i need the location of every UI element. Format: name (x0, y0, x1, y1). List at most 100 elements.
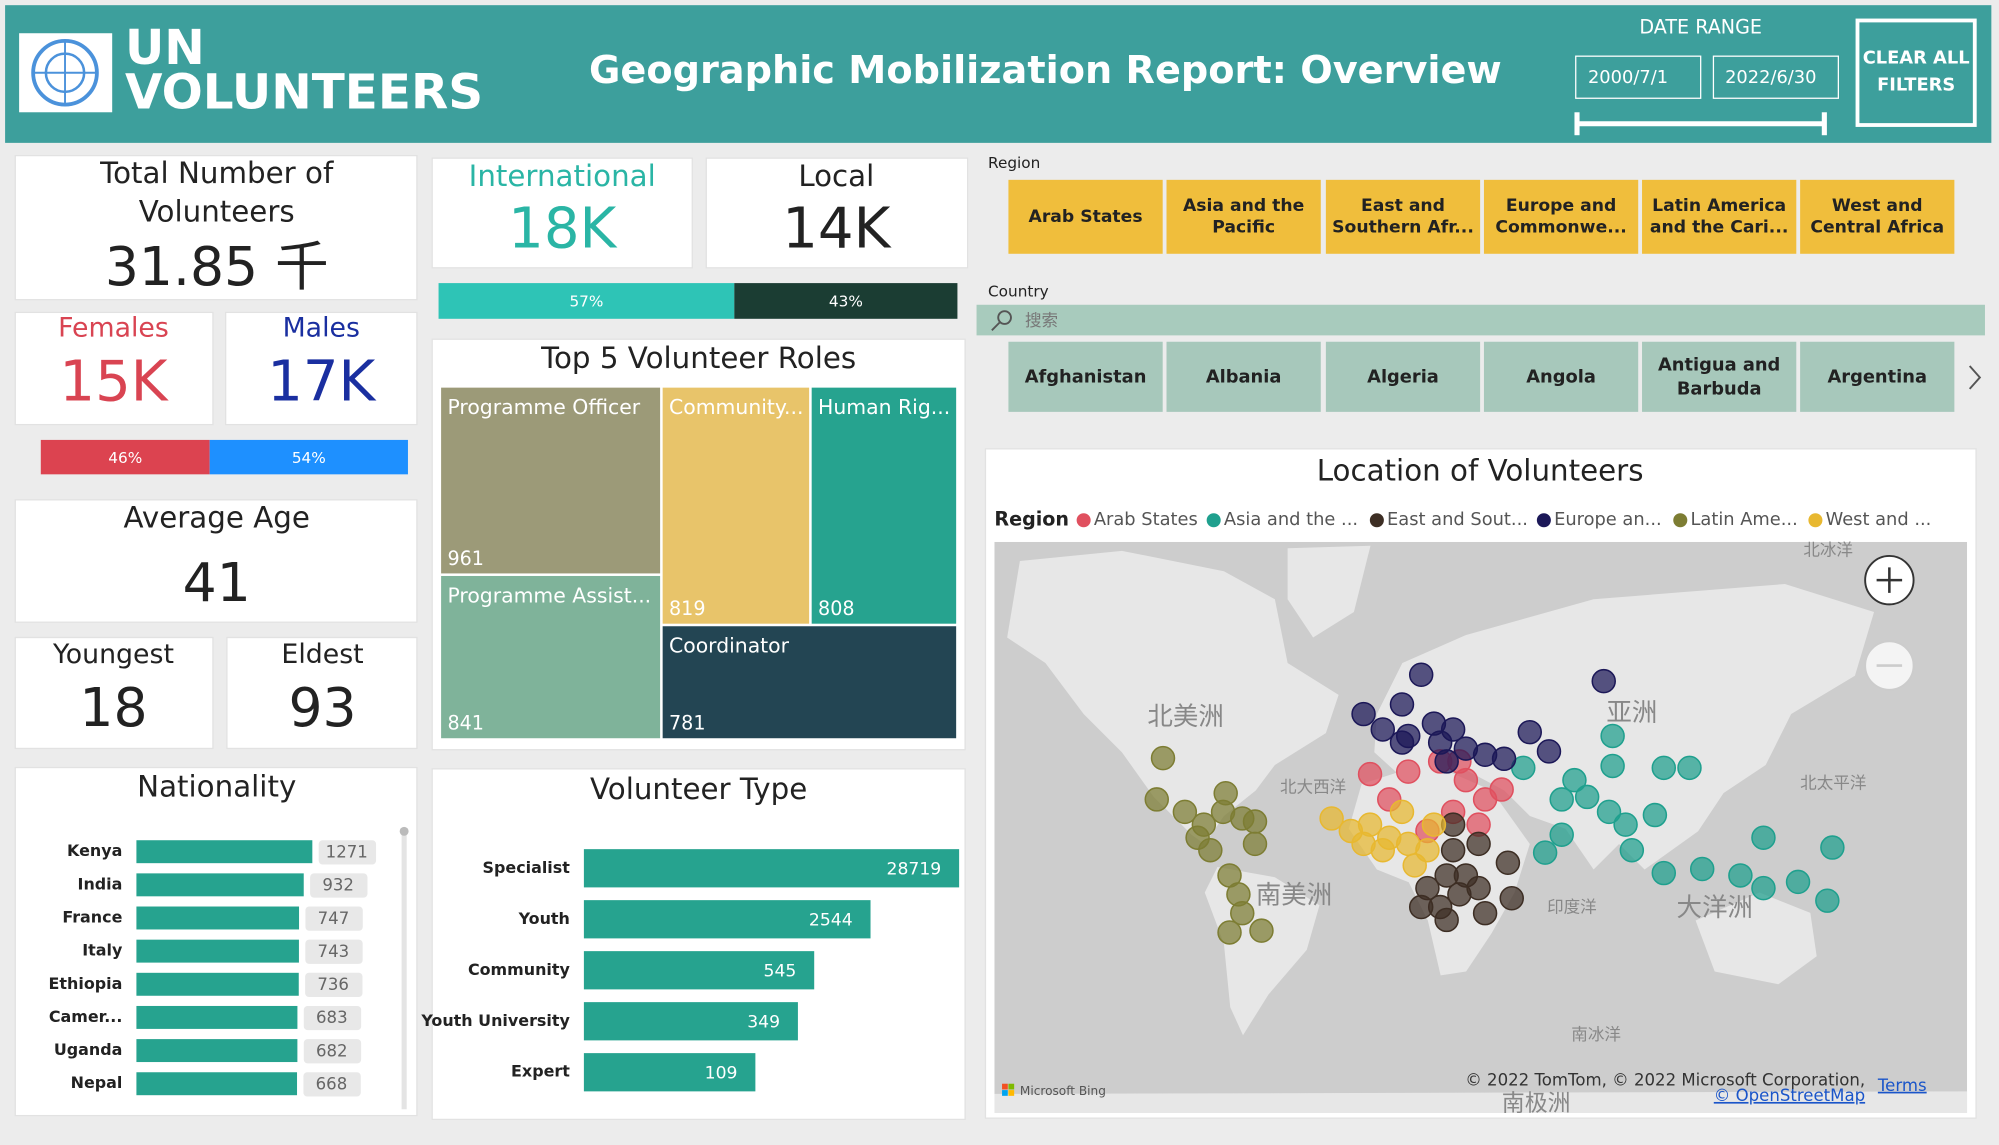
map-point[interactable] (1421, 812, 1447, 837)
country-button[interactable] (1642, 341, 1797, 412)
map-point[interactable] (1815, 888, 1840, 913)
map-point[interactable] (1185, 825, 1210, 850)
map (994, 541, 1968, 1114)
map-point[interactable] (1820, 835, 1845, 860)
map-point[interactable] (1489, 777, 1514, 802)
region-button[interactable] (1800, 179, 1955, 254)
date-input[interactable] (1712, 55, 1840, 99)
region-button[interactable] (1325, 179, 1481, 254)
map-label: 印度洋 (1547, 897, 1597, 916)
map-point[interactable] (1613, 812, 1638, 837)
map-point[interactable] (1466, 875, 1491, 901)
map-point[interactable] (1785, 869, 1811, 895)
value-label: 932 (322, 876, 354, 895)
search-icon (991, 321, 1001, 331)
map-point[interactable] (1370, 717, 1396, 742)
legend-marker[interactable] (1206, 513, 1221, 528)
map-point[interactable] (1389, 799, 1415, 825)
map-point[interactable] (1217, 920, 1242, 945)
region-button[interactable] (1166, 179, 1321, 254)
country-button[interactable] (1166, 341, 1321, 412)
map-point[interactable] (1619, 837, 1645, 863)
map-label: 北冰洋 (1803, 540, 1853, 559)
region-button[interactable] (1642, 179, 1797, 254)
logo-text: VOLUNTEERS (125, 65, 483, 121)
country-button[interactable] (1008, 341, 1163, 412)
map-point[interactable] (1549, 822, 1574, 847)
map-point[interactable] (1242, 831, 1268, 857)
map-point[interactable] (1440, 837, 1466, 863)
map-point[interactable] (1150, 745, 1176, 771)
map-point[interactable] (1213, 781, 1238, 806)
value-label: 109 (705, 1064, 738, 1084)
map-point[interactable] (1144, 787, 1170, 812)
legend-marker[interactable] (1369, 513, 1384, 528)
region-button-text: Latin America (1652, 196, 1786, 216)
map-point[interactable] (1536, 739, 1562, 764)
map-point[interactable] (1549, 787, 1574, 812)
map-point[interactable] (1172, 799, 1198, 825)
map-point[interactable] (1402, 853, 1427, 878)
legend-marker[interactable] (1673, 513, 1688, 528)
kpi-label: Males (283, 312, 360, 343)
map-point[interactable] (1395, 759, 1421, 784)
country-button[interactable] (1483, 341, 1639, 412)
map-point[interactable] (1427, 730, 1453, 755)
map-point[interactable] (1600, 723, 1625, 749)
map-point[interactable] (1408, 894, 1434, 920)
bar (136, 1039, 298, 1063)
value-label: 28719 (887, 860, 942, 880)
region-button-text: Arab States (1029, 207, 1143, 227)
scrollbar-thumb[interactable] (399, 826, 409, 836)
date-input[interactable] (1575, 55, 1702, 99)
map-point[interactable] (1491, 746, 1517, 772)
legend-marker[interactable] (1076, 513, 1091, 528)
chart-title: Volunteer Type (590, 772, 807, 806)
country-search[interactable] (976, 304, 1985, 336)
map-point[interactable] (1389, 692, 1415, 717)
map-point[interactable] (1651, 755, 1677, 781)
map-point[interactable] (1751, 825, 1776, 850)
country-button[interactable] (1325, 341, 1481, 412)
map-point[interactable] (1319, 806, 1344, 831)
map-point[interactable] (1389, 730, 1415, 755)
legend-marker[interactable] (1808, 513, 1823, 528)
region-button[interactable] (1483, 179, 1639, 254)
map-point[interactable] (1751, 875, 1776, 901)
map-point[interactable] (1499, 886, 1524, 911)
map-point[interactable] (1591, 668, 1616, 694)
map-point[interactable] (1351, 701, 1376, 727)
map-point[interactable] (1495, 850, 1521, 876)
category-label: Specialist (483, 858, 571, 877)
map-point[interactable] (1357, 761, 1383, 787)
category-label: Expert (511, 1062, 570, 1081)
next-arrow[interactable] (1968, 365, 1982, 390)
map-point[interactable] (1434, 907, 1459, 933)
map-point[interactable] (1728, 863, 1753, 888)
map-point[interactable] (1249, 918, 1274, 943)
map-point[interactable] (1574, 784, 1600, 810)
tile-label: Community... (669, 395, 803, 419)
map-point[interactable] (1408, 662, 1434, 687)
map-point[interactable] (1517, 719, 1542, 745)
map-point[interactable] (1689, 856, 1715, 882)
legend-marker[interactable] (1536, 513, 1551, 528)
kpi-value: 17K (267, 350, 376, 415)
region-button[interactable] (1008, 179, 1163, 254)
map-point[interactable] (1596, 799, 1622, 825)
map-point[interactable] (1351, 831, 1376, 857)
map-point[interactable] (1651, 860, 1677, 886)
map-point[interactable] (1532, 840, 1558, 865)
map-point[interactable] (1242, 809, 1268, 834)
map-point[interactable] (1466, 831, 1491, 857)
legend-label: Latin Ame... (1690, 509, 1797, 530)
map-point[interactable] (1472, 900, 1498, 926)
kpi-value: 31.85 千 (105, 235, 329, 298)
map-point[interactable] (1562, 767, 1587, 793)
map-point[interactable] (1677, 755, 1702, 781)
map-point[interactable] (1230, 900, 1255, 926)
clear-filters-button[interactable] (1855, 18, 1977, 127)
map-point[interactable] (1642, 802, 1668, 828)
map-point[interactable] (1600, 753, 1625, 779)
country-button[interactable] (1800, 341, 1955, 412)
